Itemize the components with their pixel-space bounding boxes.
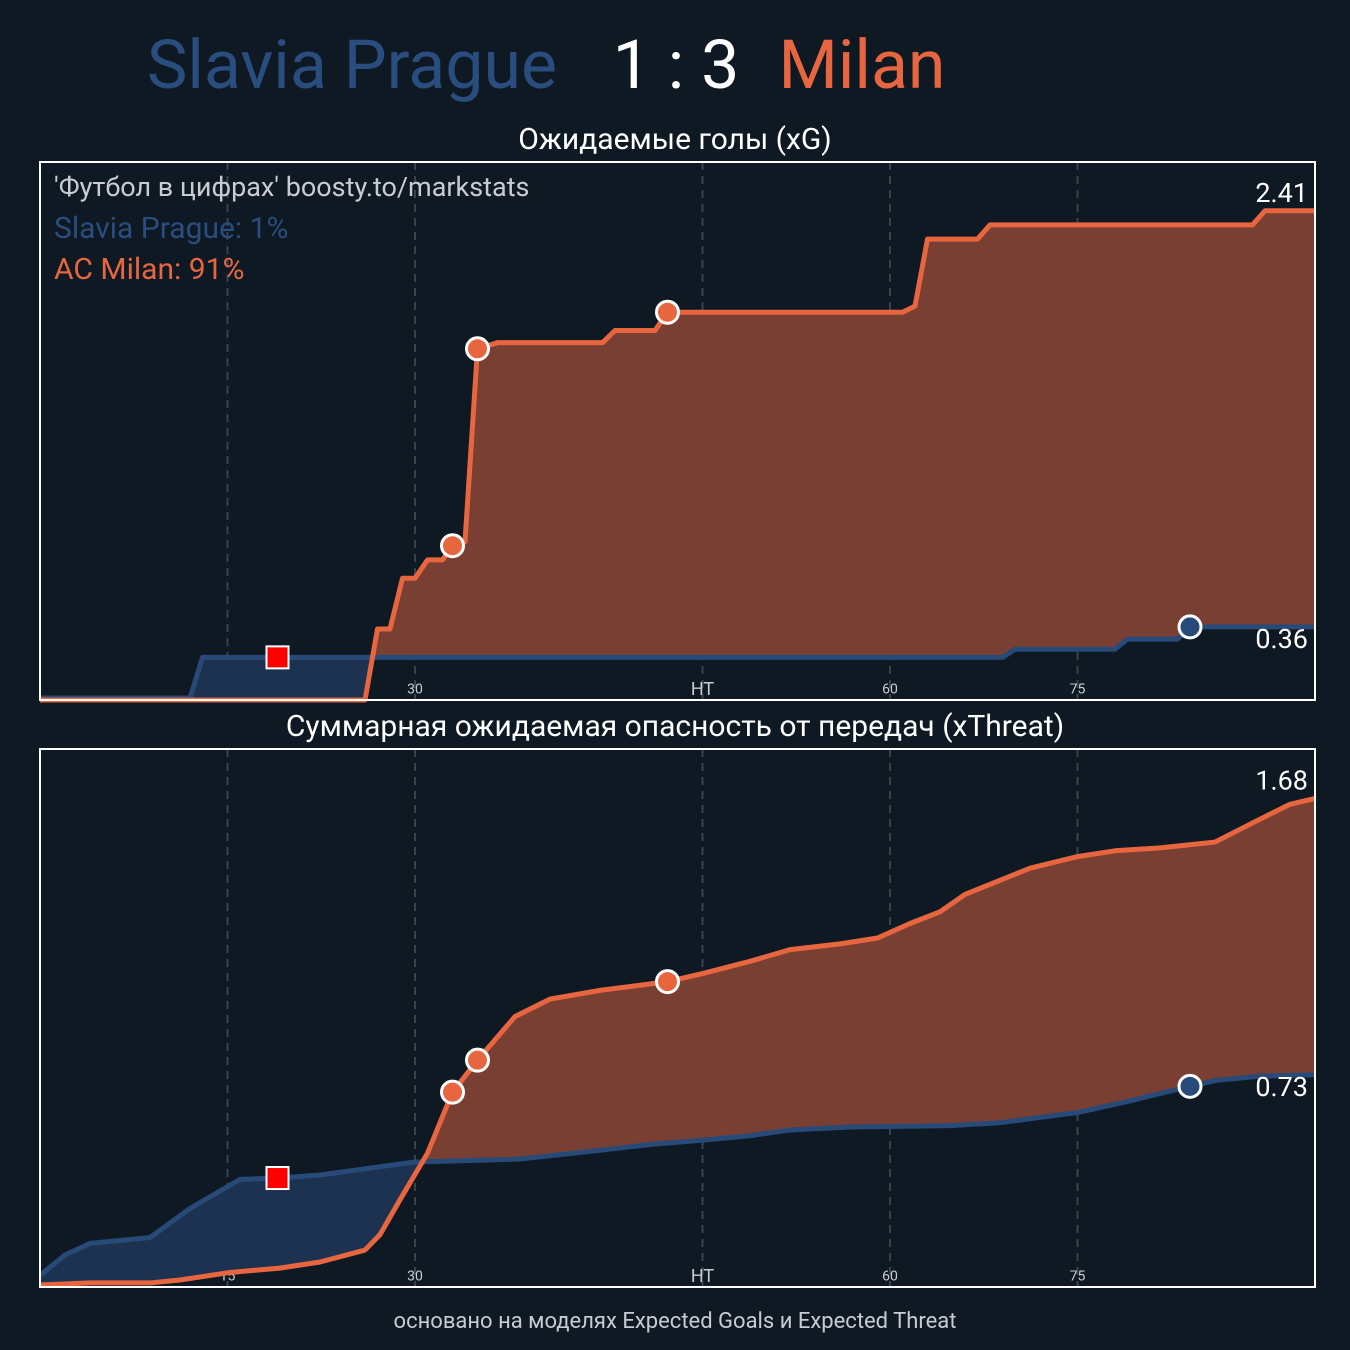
end-value-label: 1.68: [1255, 765, 1308, 797]
panel-border: [39, 748, 1316, 1288]
legend-text: AC Milan: 91%: [54, 252, 244, 287]
score: 1 : 3: [613, 25, 740, 105]
goal-marker: [440, 533, 465, 559]
goal-marker: [655, 299, 680, 325]
area-fill: [40, 210, 1315, 698]
x-tick-label: HT: [691, 679, 715, 700]
x-tick-label: 30: [407, 1269, 423, 1285]
area-fill: [40, 798, 1315, 1276]
x-tick-label: 60: [882, 682, 898, 698]
goal-marker: [465, 336, 490, 362]
red-card-marker: [265, 645, 290, 670]
goal-marker: [655, 969, 680, 995]
goal-marker: [440, 1079, 465, 1105]
home-team: Slavia Prague: [147, 25, 557, 105]
x-tick-label: HT: [691, 1266, 715, 1287]
end-value-label: 0.36: [1255, 623, 1308, 655]
chart-title: Ожидаемые голы (xG): [518, 122, 831, 157]
panel-border: [39, 161, 1316, 701]
red-card-marker: [265, 1166, 290, 1191]
goal-marker: [1177, 1073, 1203, 1099]
end-value-label: 0.73: [1255, 1071, 1308, 1103]
x-tick-label: 30: [407, 682, 423, 698]
x-tick-label: 75: [1070, 682, 1086, 698]
goal-marker: [465, 1047, 490, 1073]
x-tick-label: 60: [882, 1269, 898, 1285]
series-line: [38, 1072, 1316, 1278]
goal-marker: [1177, 614, 1203, 640]
legend-text: Slavia Prague: 1%: [54, 211, 288, 246]
x-tick-label: 75: [1070, 1269, 1086, 1285]
chart-title: Суммарная ожидаемая опасность от передач…: [286, 709, 1064, 744]
watermark: 'Футбол в цифрах' boosty.to/markstats: [54, 171, 529, 203]
footer: основано на моделях Expected Goals и Exp…: [394, 1309, 957, 1334]
away-team: Milan: [779, 25, 946, 105]
end-value-label: 2.41: [1255, 177, 1308, 209]
series-line: [40, 208, 1315, 703]
